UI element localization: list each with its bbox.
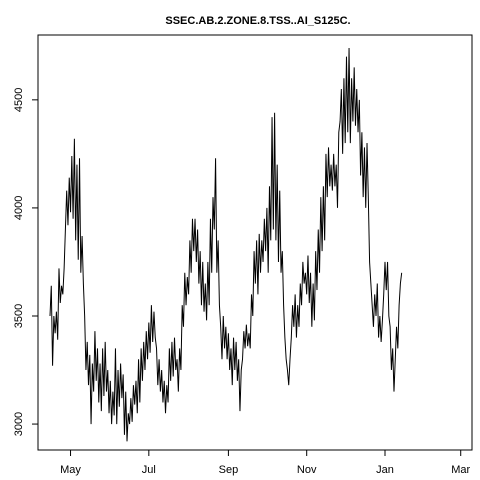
x-tick-label: Sep (219, 464, 239, 476)
x-axis: May Jul Sep Nov Jan Mar (60, 450, 471, 476)
y-tick-label: 4500 (13, 88, 25, 112)
x-tick-label: Jul (142, 464, 156, 476)
series-line (49, 47, 403, 442)
y-axis: 3000 3500 4000 4500 (13, 88, 38, 436)
x-tick-label: Jan (376, 464, 394, 476)
x-tick-label: Nov (297, 464, 317, 476)
x-tick-label: Mar (451, 464, 470, 476)
plot-frame (37, 34, 473, 451)
x-tick-label: May (60, 464, 81, 476)
y-tick-label: 3000 (13, 412, 25, 436)
chart-title: SSEC.AB.2.ZONE.8.TSS..AI_S125C. (165, 15, 350, 27)
y-tick-label: 4000 (13, 196, 25, 220)
y-tick-label: 3500 (13, 304, 25, 328)
